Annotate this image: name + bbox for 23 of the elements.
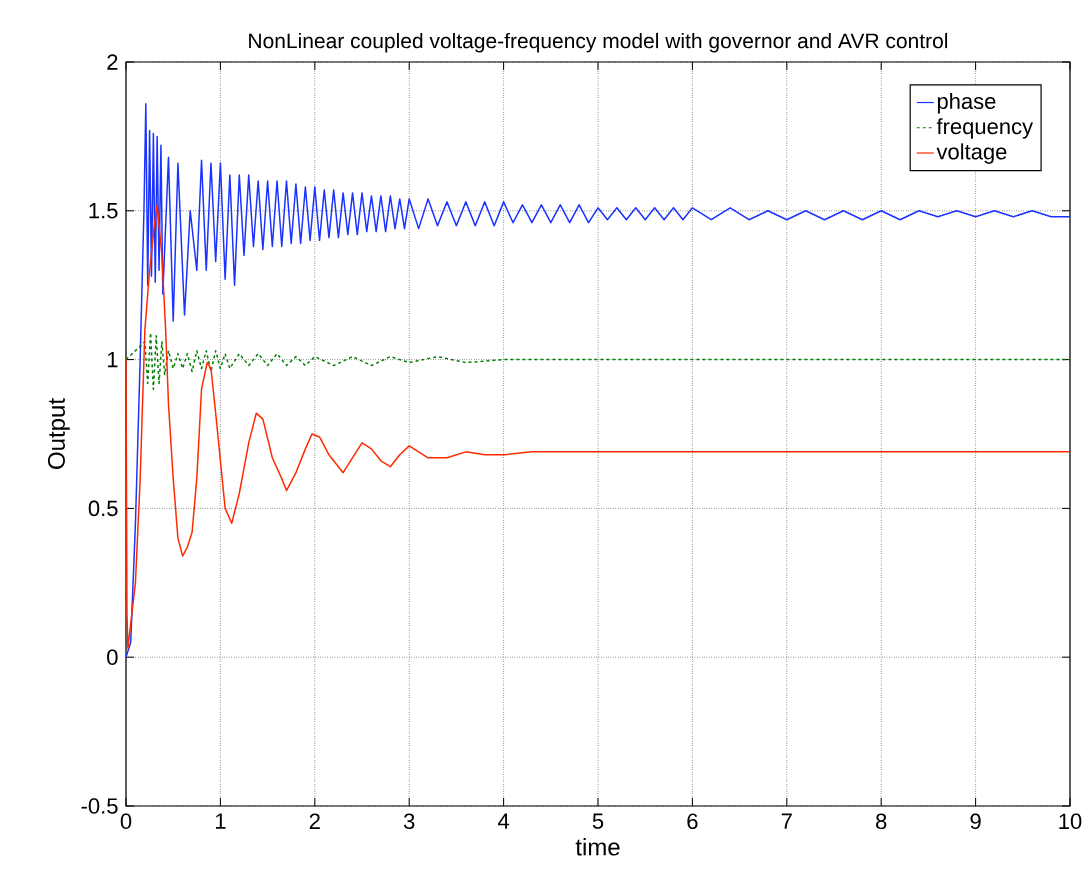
x-axis-title: time: [575, 837, 620, 856]
y-tick-label: 1: [107, 352, 118, 368]
x-tick-label: 1: [215, 813, 226, 829]
chart-title: NonLinear coupled voltage-frequency model with governor and AVR control: [249, 32, 948, 53]
x-tick-label: 0: [120, 813, 132, 830]
x-tick-label: 2: [309, 813, 320, 829]
legend-label: frequency: [936, 118, 1034, 139]
x-tick-label: 8: [876, 813, 887, 830]
legend-label: voltage: [936, 143, 1007, 164]
x-tick-label: 10: [1059, 813, 1082, 830]
y-tick-label: 2: [107, 54, 118, 70]
y-tick-label: -0.5: [81, 798, 118, 814]
y-tick-label: 0.5: [88, 500, 118, 517]
y-tick-label: 0: [107, 649, 118, 665]
x-tick-label: 6: [687, 813, 698, 830]
y-tick-label: 1.5: [89, 203, 118, 219]
x-tick-label: 4: [497, 813, 510, 829]
x-tick-label: 3: [403, 813, 415, 830]
x-tick-label: 9: [970, 813, 981, 830]
x-tick-label: 7: [781, 813, 792, 829]
legend-label: phase: [937, 92, 996, 114]
y-axis-title: Output: [47, 398, 70, 469]
x-tick-label: 5: [592, 813, 604, 829]
